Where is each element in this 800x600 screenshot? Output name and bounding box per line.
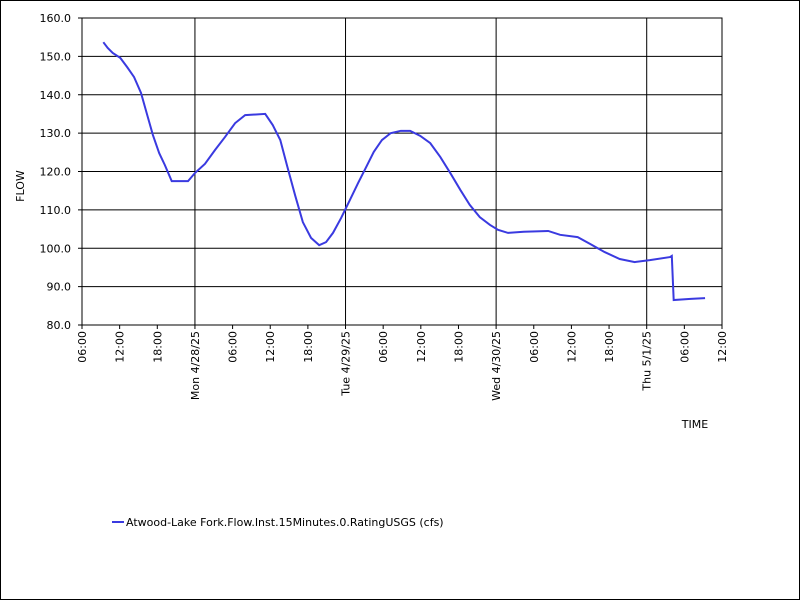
data-line <box>102 41 706 302</box>
x-tick-label: 06:00 <box>377 331 390 363</box>
y-tick-label: 110.0 <box>40 204 72 217</box>
y-tick-label: 120.0 <box>40 166 72 179</box>
x-tick-label: Wed 4/30/25 <box>490 331 503 401</box>
y-tick-label: 140.0 <box>40 89 72 102</box>
x-tick-label: 18:00 <box>151 331 164 363</box>
x-tick-label: 12:00 <box>264 331 277 363</box>
y-tick-label: 150.0 <box>40 50 72 63</box>
x-tick-label: 18:00 <box>302 331 315 363</box>
y-tick-label: 130.0 <box>40 127 72 140</box>
x-tick-label: 12:00 <box>716 331 729 363</box>
x-tick-label: 06:00 <box>678 331 691 363</box>
x-tick-label: 06:00 <box>76 331 89 363</box>
x-tick-label: 12:00 <box>114 331 127 363</box>
x-tick-label: Mon 4/28/25 <box>189 331 202 400</box>
x-axis-label: TIME <box>681 418 708 431</box>
y-axis-label: FLOW <box>14 170 27 202</box>
legend-label: Atwood-Lake Fork.Flow.Inst.15Minutes.0.R… <box>126 516 444 529</box>
y-tick-label: 160.0 <box>40 12 72 25</box>
x-tick-label: 06:00 <box>528 331 541 363</box>
x-tick-label: 18:00 <box>603 331 616 363</box>
y-tick-label: 100.0 <box>40 242 72 255</box>
y-tick-label: 90.0 <box>47 281 72 294</box>
x-tick-label: 18:00 <box>452 331 465 363</box>
x-tick-label: 12:00 <box>415 331 428 363</box>
x-tick-label: Tue 4/29/25 <box>340 331 353 397</box>
y-tick-label: 80.0 <box>47 319 72 332</box>
x-tick-label: 06:00 <box>227 331 240 363</box>
x-tick-label: 12:00 <box>565 331 578 363</box>
x-tick-label: Thu 5/1/25 <box>641 331 654 392</box>
